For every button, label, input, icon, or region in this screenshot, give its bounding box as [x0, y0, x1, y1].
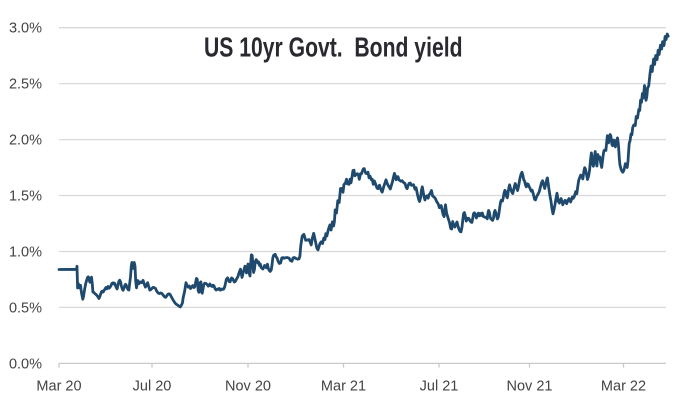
- svg-text:0.5%: 0.5%: [9, 300, 42, 316]
- svg-text:Jul 20: Jul 20: [133, 379, 172, 395]
- svg-text:Mar 22: Mar 22: [601, 379, 646, 395]
- svg-text:Nov 20: Nov 20: [225, 379, 271, 395]
- svg-text:Mar 21: Mar 21: [321, 379, 366, 395]
- svg-text:2.5%: 2.5%: [9, 77, 42, 93]
- svg-text:3.0%: 3.0%: [9, 21, 42, 37]
- svg-text:1.0%: 1.0%: [9, 245, 42, 261]
- svg-text:Jul 21: Jul 21: [420, 379, 459, 395]
- svg-text:US 10yr Govt. Bond yield: US 10yr Govt. Bond yield: [204, 32, 463, 63]
- svg-text:Mar 20: Mar 20: [36, 379, 81, 395]
- svg-text:0.0%: 0.0%: [9, 356, 42, 372]
- svg-text:Nov 21: Nov 21: [507, 379, 553, 395]
- svg-text:2.0%: 2.0%: [9, 133, 42, 149]
- svg-text:1.5%: 1.5%: [9, 189, 42, 205]
